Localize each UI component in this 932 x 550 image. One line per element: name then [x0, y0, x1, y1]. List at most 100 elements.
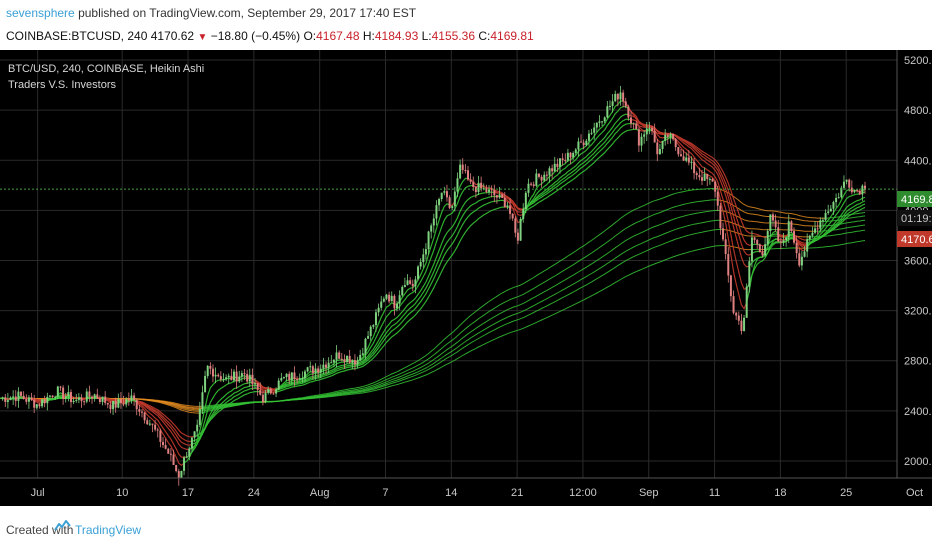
candle-body: [243, 373, 246, 375]
candle-body: [127, 399, 130, 401]
candle-body: [346, 355, 349, 363]
price-axis[interactable]: 2000.002400.002800.003200.003600.004000.…: [904, 55, 932, 468]
candle-body: [438, 199, 441, 206]
high-label: H:: [362, 29, 375, 43]
candle-body: [159, 430, 162, 442]
last-price: 4170.62: [150, 29, 195, 43]
candle-body: [779, 241, 782, 243]
price-chart[interactable]: 2000.002400.002800.003200.003600.004000.…: [0, 50, 932, 506]
time-tick-label: Aug: [310, 487, 330, 499]
trader-ribbon-line: [260, 391, 269, 393]
candle-body: [766, 231, 769, 245]
candle-body: [119, 399, 122, 403]
trader-ribbon-line: [136, 400, 192, 443]
candle-body: [393, 295, 396, 309]
candle-body: [666, 134, 669, 137]
candle-body: [340, 358, 343, 360]
candle-body: [151, 423, 154, 425]
trader-ribbon-line: [320, 359, 345, 372]
candle-body: [96, 394, 99, 399]
candle-body: [840, 187, 843, 198]
candle-body: [177, 471, 180, 479]
candle-body: [577, 141, 580, 150]
candle-body: [419, 262, 422, 267]
time-tick-label: 7: [382, 487, 388, 499]
candle-body: [540, 176, 543, 181]
tradingview-brand-link[interactable]: TradingView: [75, 523, 142, 537]
trader-ribbon-line: [785, 236, 795, 241]
candle-body: [511, 213, 514, 219]
candle-body: [222, 379, 225, 381]
trader-ribbon-line: [672, 136, 747, 290]
candle-body: [821, 220, 824, 222]
candle-body: [406, 280, 409, 285]
candle-body: [637, 129, 640, 146]
candle-body: [456, 178, 459, 192]
candle-body: [514, 218, 517, 233]
candle-body: [204, 376, 207, 393]
tradingview-logo-icon[interactable]: [54, 519, 72, 533]
close-price-tag: 4169.81: [897, 191, 932, 207]
investor-ribbon-line: [265, 244, 726, 402]
candle-body: [83, 401, 86, 403]
candle-body: [125, 399, 128, 405]
candle-body: [787, 221, 790, 238]
candle-body: [714, 181, 717, 192]
candle-body: [493, 190, 496, 196]
candle-body: [20, 391, 23, 396]
candle-body: [640, 136, 643, 146]
trader-ribbon-line: [638, 129, 647, 132]
candle-body: [4, 397, 7, 402]
candle-body: [719, 205, 722, 229]
candle-body: [417, 266, 420, 280]
candle-body: [679, 154, 682, 157]
trader-ribbon-line: [509, 206, 524, 213]
candle-body: [611, 101, 614, 106]
candle-body: [674, 139, 677, 148]
trader-ribbon-line: [136, 400, 193, 446]
chart-legend-symbol: BTC/USD, 240, COINBASE, Heikin Ashi: [8, 63, 204, 75]
candle-body: [708, 178, 711, 180]
publication-header: sevensphere published on TradingView.com…: [0, 0, 932, 50]
candle-body: [451, 206, 454, 208]
candle-body: [325, 364, 328, 368]
price-change: −18.80 (−0.45%): [210, 29, 301, 43]
candle-body: [140, 411, 143, 413]
candle-body: [67, 392, 70, 397]
candle-body: [811, 232, 814, 236]
candle-body: [737, 315, 740, 321]
candle-body: [743, 317, 746, 331]
trader-ribbon-line: [806, 189, 853, 248]
candle-body: [561, 158, 564, 161]
time-tick-label: 11: [709, 487, 720, 499]
candle-body: [164, 445, 167, 449]
candle-body: [782, 240, 785, 243]
candle-body: [422, 254, 425, 263]
candle-body: [167, 448, 170, 454]
candle-body: [424, 249, 427, 255]
candle-body: [364, 338, 367, 354]
candle-body: [832, 202, 835, 209]
chart-area[interactable]: 2000.002400.002800.003200.003600.004000.…: [0, 50, 932, 506]
candle-body: [306, 367, 309, 372]
candle-body: [214, 374, 217, 377]
price-tick-label: 2400.00: [904, 406, 932, 418]
candle-body: [808, 235, 811, 240]
candle-body: [842, 181, 845, 188]
time-axis[interactable]: Jul 10 17 24 Aug 7 14 21 12:00 Sep 11 18 25 Oct: [31, 487, 924, 499]
candle-body: [1, 397, 4, 399]
candle-body: [477, 182, 480, 193]
candle-body: [716, 191, 719, 206]
author-link[interactable]: sevensphere: [6, 6, 75, 20]
investor-ribbon-line: [791, 223, 821, 227]
candle-body: [480, 182, 483, 189]
investor-ribbon-line: [265, 219, 721, 403]
trader-ribbon-line: [257, 387, 269, 391]
candle-body: [774, 220, 777, 228]
candle-body: [280, 378, 283, 381]
candle-body: [445, 191, 448, 198]
candle-body: [196, 424, 199, 432]
candle-body: [753, 237, 756, 240]
candle-body: [348, 355, 351, 363]
candle-body: [117, 399, 120, 408]
